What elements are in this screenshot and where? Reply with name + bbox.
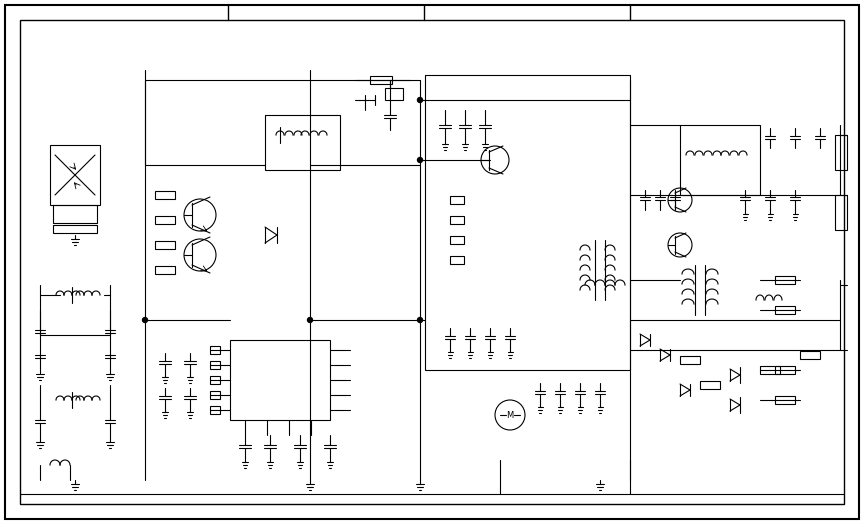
Bar [800,351,820,359]
Bar [155,241,175,249]
Bar [835,195,847,230]
Bar [775,396,795,404]
Bar [450,236,464,244]
Bar [450,256,464,264]
Circle shape [417,158,422,162]
Circle shape [417,318,422,322]
Bar [210,391,220,399]
Bar [50,145,100,205]
Bar [835,135,847,170]
Bar [370,76,392,84]
Circle shape [308,318,313,322]
Bar [210,376,220,384]
Bar [425,75,630,370]
Bar [53,225,97,233]
Bar [700,381,720,389]
Bar [53,205,97,223]
Bar [680,356,700,364]
Bar [210,406,220,414]
Bar [155,216,175,224]
Bar [775,276,795,284]
Bar [760,366,780,374]
Bar [450,196,464,204]
Bar [210,361,220,369]
Bar [385,88,403,100]
Bar [775,306,795,314]
Text: M: M [506,410,513,420]
Bar [210,346,220,354]
Bar [775,366,795,374]
Bar [230,340,330,420]
Bar [265,115,340,170]
Bar [450,216,464,224]
Bar [155,191,175,199]
Bar [680,125,760,195]
Circle shape [143,318,148,322]
Bar [155,266,175,274]
Circle shape [417,97,422,103]
